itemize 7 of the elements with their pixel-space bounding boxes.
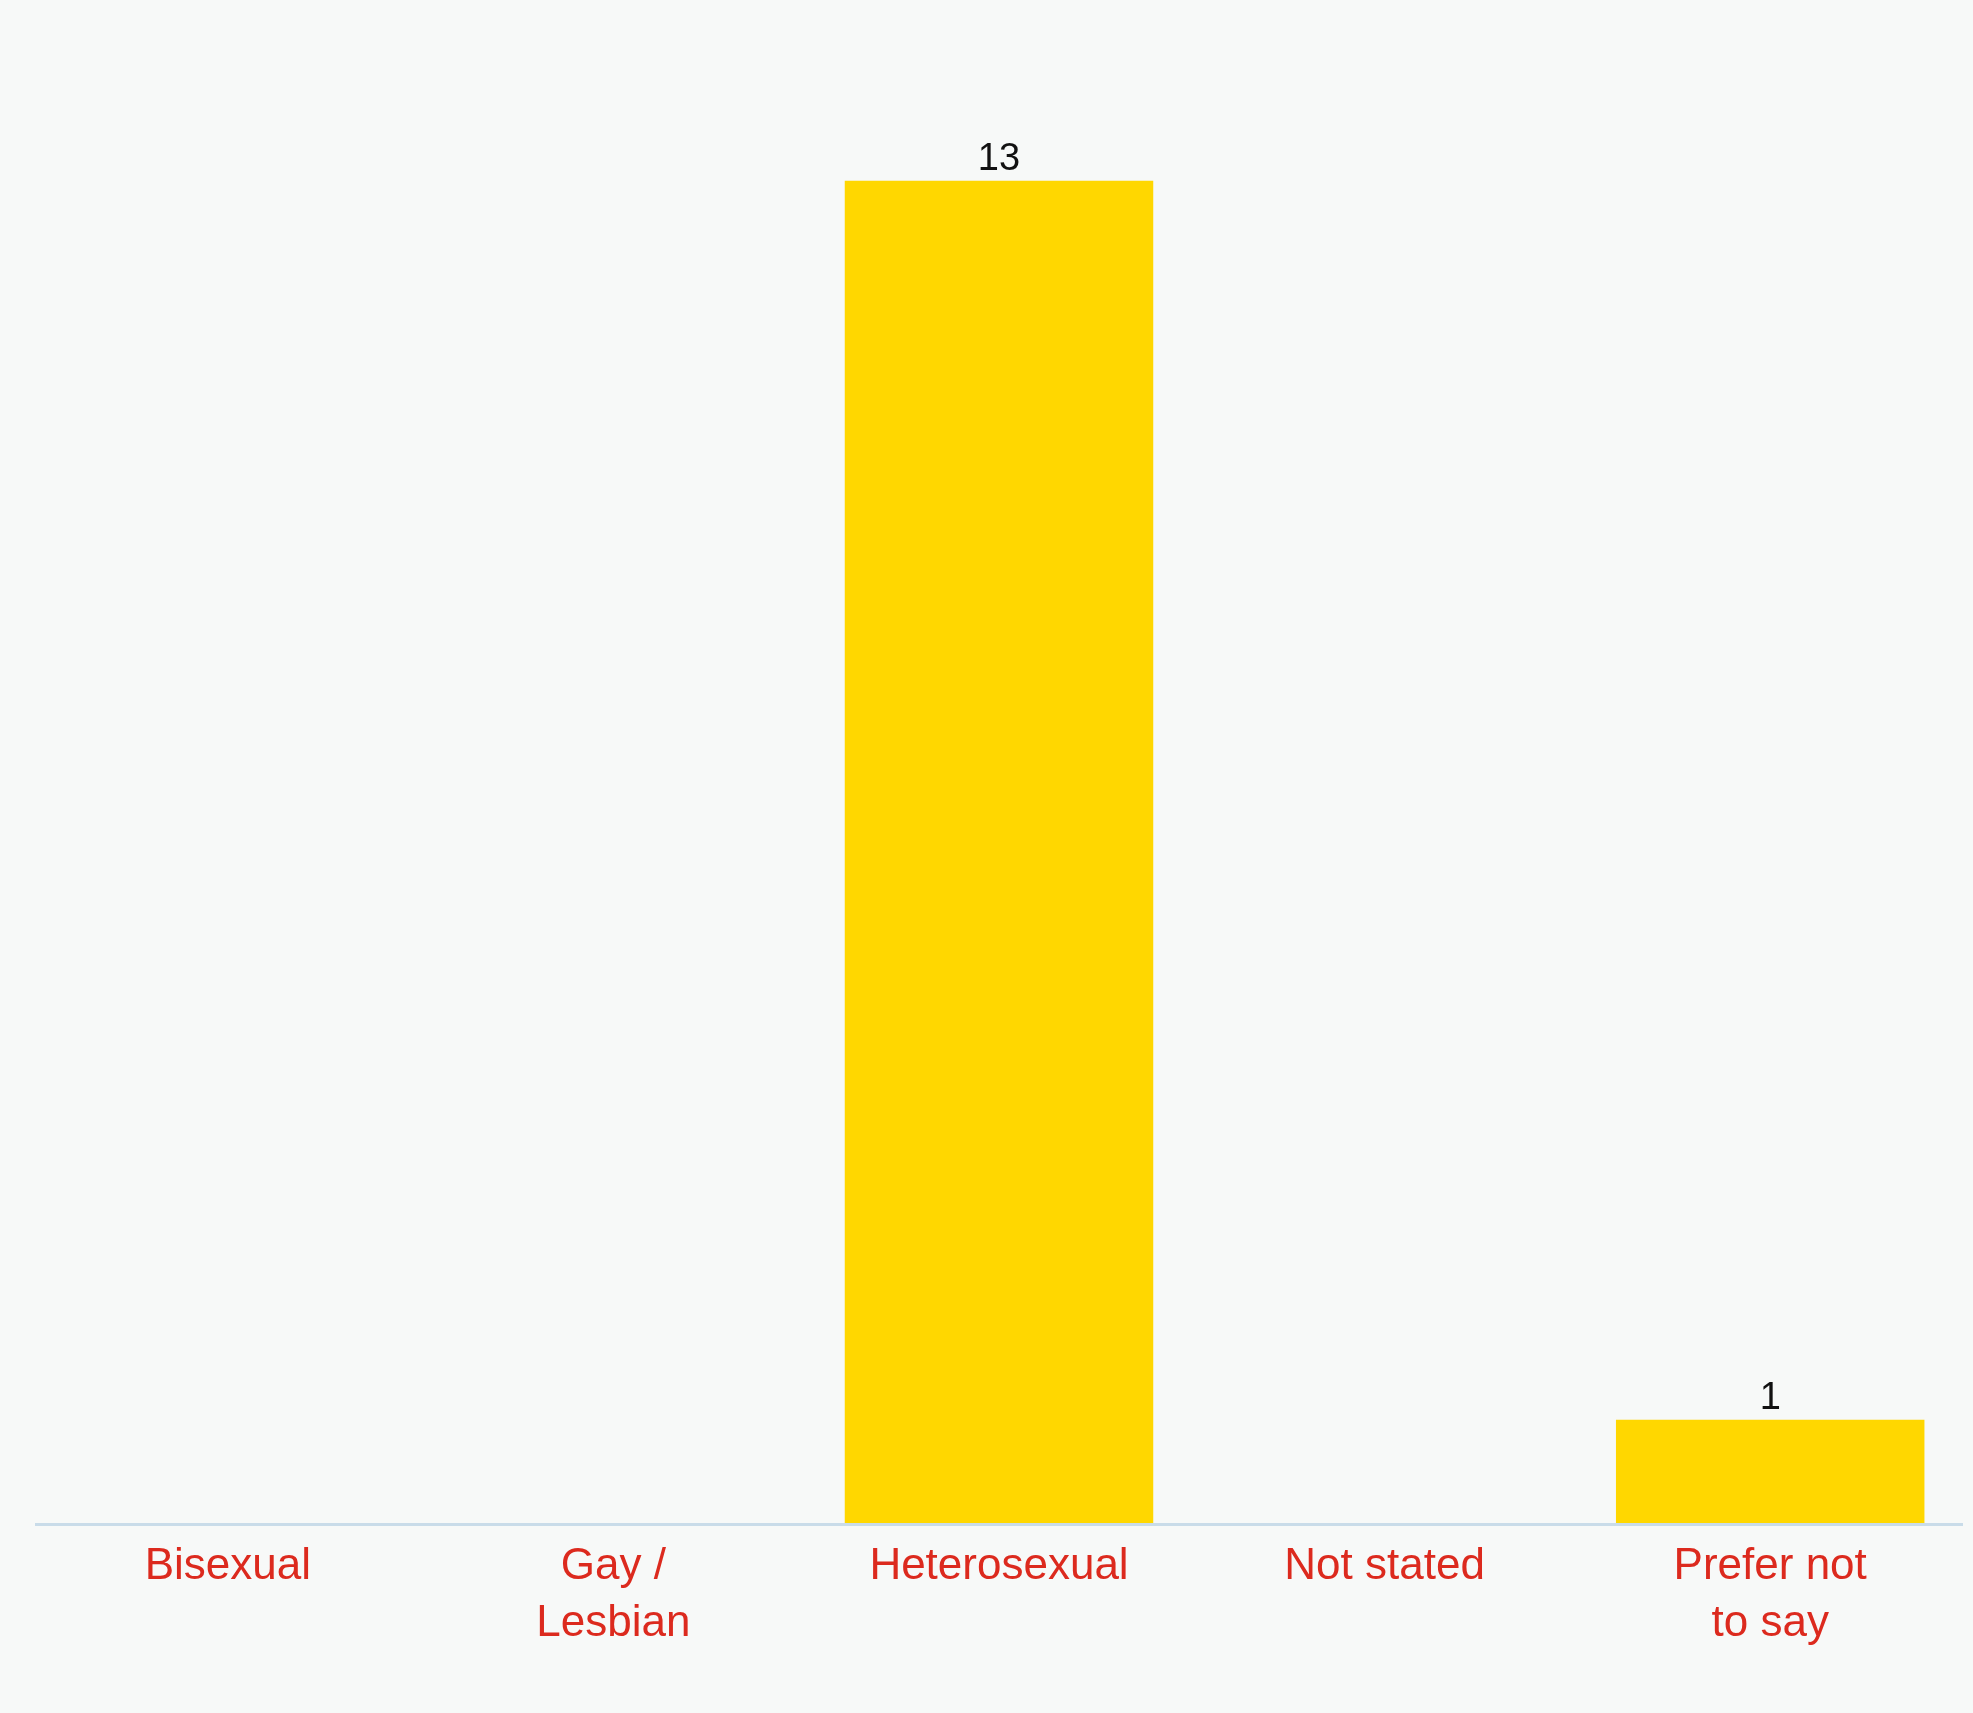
data-label: 13 — [977, 135, 1021, 178]
x-tick-label: Prefer not to say — [1673, 1538, 1867, 1645]
x-tick-label: Not stated — [1284, 1538, 1485, 1588]
x-tick-label: Heterosexual — [869, 1538, 1129, 1588]
x-tick-label: Bisexual — [144, 1538, 311, 1588]
data-label: 1 — [1759, 1374, 1781, 1417]
x-tick-label: Gay / Lesbian — [536, 1538, 691, 1645]
